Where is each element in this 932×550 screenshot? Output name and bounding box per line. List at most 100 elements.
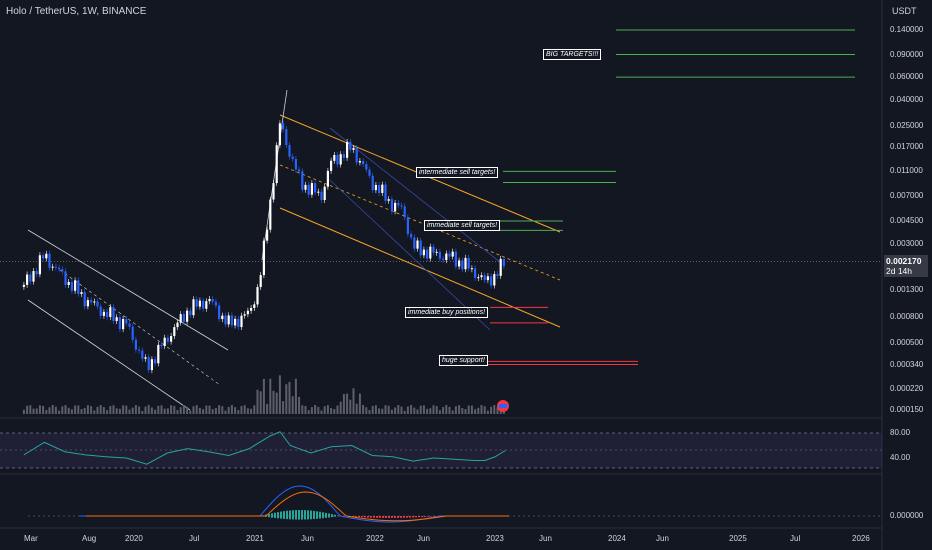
volume-bar xyxy=(432,405,435,414)
volume-bar xyxy=(445,405,448,414)
candle xyxy=(134,339,138,350)
volume-bar xyxy=(413,407,416,414)
volume-bar xyxy=(336,405,339,414)
x-tick-label: 2025 xyxy=(729,534,747,543)
x-tick-label: Aug xyxy=(82,534,97,543)
volume-bar xyxy=(288,381,291,414)
volume-bar xyxy=(493,405,496,414)
volume-bar xyxy=(346,393,349,414)
volume-bar xyxy=(330,407,333,414)
volume-bar xyxy=(186,406,189,414)
macd-histogram-bar xyxy=(298,510,300,520)
candle xyxy=(269,199,272,230)
volume-bar xyxy=(125,405,128,414)
candle xyxy=(387,199,390,201)
volume-bar xyxy=(64,405,67,414)
volume-bar xyxy=(192,406,195,414)
macd-histogram-bar xyxy=(382,516,384,518)
y-tick-label: 0.090000 xyxy=(890,49,924,59)
volume-bar xyxy=(390,409,393,414)
macd-histogram-bar xyxy=(409,516,411,518)
volume-bar xyxy=(416,409,419,414)
volume-bar xyxy=(362,405,365,414)
volume-bar xyxy=(176,410,179,414)
candle xyxy=(237,318,240,328)
candle xyxy=(416,240,419,249)
candle xyxy=(397,202,400,206)
candle xyxy=(208,298,211,302)
candle xyxy=(128,323,131,327)
candle xyxy=(224,315,227,325)
candle xyxy=(38,255,42,275)
candle xyxy=(336,154,339,165)
candle xyxy=(307,184,310,195)
volume-bar xyxy=(355,403,358,414)
candle xyxy=(96,301,99,307)
volume-bar xyxy=(339,401,342,414)
volume-bar xyxy=(90,406,93,414)
macd-histogram-bar xyxy=(379,516,381,518)
volume-bar xyxy=(301,405,304,414)
old-channel-mid xyxy=(59,269,221,386)
macd-histogram-bar xyxy=(358,516,360,518)
volume-bar xyxy=(118,408,121,414)
volume-bar xyxy=(189,410,192,414)
candle xyxy=(198,300,202,307)
volume-bar xyxy=(365,407,368,414)
candle xyxy=(173,327,176,337)
huge-support-label: huge support! xyxy=(439,355,488,366)
candle xyxy=(202,300,205,309)
x-tick-label: 2022 xyxy=(366,534,384,543)
immediate-sell-label: immediate sell targets! xyxy=(424,220,501,231)
candle xyxy=(435,251,438,253)
big-targets-label: BIG TARGETS!!! xyxy=(543,49,602,60)
candle xyxy=(243,314,246,316)
volume-bar xyxy=(74,405,77,414)
candle xyxy=(150,359,154,371)
x-tick-label: Jun xyxy=(301,534,314,543)
macd-histogram-bar xyxy=(295,510,297,520)
candle xyxy=(256,287,259,305)
last-price-tag: 0.002170 2d 14h xyxy=(884,255,928,277)
macd-histogram-bar xyxy=(418,516,420,518)
candle xyxy=(429,246,432,259)
macd-histogram-bar xyxy=(415,516,417,518)
event-flag-icon xyxy=(499,404,507,408)
volume-bar xyxy=(406,406,409,414)
volume-bar xyxy=(438,410,441,414)
y-tick-label: 0.004500 xyxy=(890,216,924,225)
y-tick-label: 0.140000 xyxy=(890,25,924,34)
candle xyxy=(486,276,490,281)
candle xyxy=(454,251,458,267)
volume-bar xyxy=(259,391,262,414)
candle xyxy=(474,268,477,278)
candle xyxy=(282,123,285,130)
candle xyxy=(323,186,326,201)
volume-bar xyxy=(80,409,83,414)
volume-bar xyxy=(128,409,131,414)
macd-histogram-bar xyxy=(313,510,315,520)
macd-histogram-bar xyxy=(403,516,405,518)
candle xyxy=(426,249,429,259)
macd-histogram-bar xyxy=(328,513,330,518)
candle xyxy=(483,275,486,281)
volume-bar xyxy=(314,405,317,414)
volume-bar xyxy=(29,405,32,414)
candle xyxy=(317,191,320,193)
volume-bar xyxy=(410,405,413,414)
macd-histogram-bar xyxy=(337,515,339,517)
volume-bar xyxy=(342,394,345,414)
candle xyxy=(499,258,502,276)
volume-bar xyxy=(51,405,54,414)
volume-bar xyxy=(448,406,451,414)
y-tick-label: 0.003000 xyxy=(890,238,924,248)
volume-bar xyxy=(218,405,221,414)
volume-bar xyxy=(208,405,211,414)
volume-bar xyxy=(138,406,141,414)
candle xyxy=(182,314,186,322)
volume-bar xyxy=(198,407,201,414)
candle xyxy=(288,145,291,157)
rsi-line xyxy=(23,431,506,465)
volume-bar xyxy=(307,410,310,414)
